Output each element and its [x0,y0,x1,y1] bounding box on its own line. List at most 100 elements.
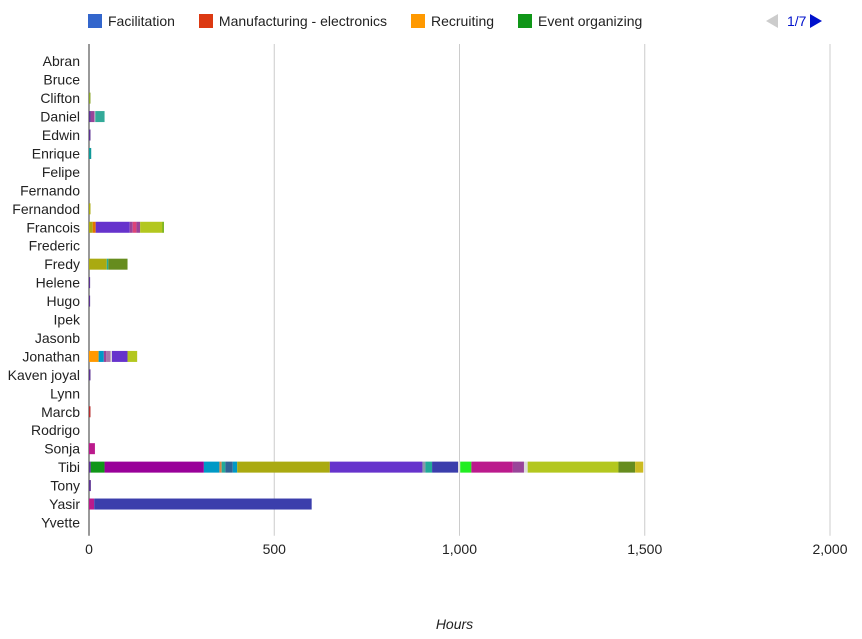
bar-segment [425,461,433,473]
bar-segment [232,461,238,473]
bar-segment [108,258,128,270]
bar-segment [203,461,220,473]
category-label: Sonja [44,441,80,457]
bar-segment [89,295,91,307]
category-label: Ipek [54,312,81,328]
legend-item[interactable]: Manufacturing - electronics [198,13,387,29]
previous-page-icon[interactable] [766,14,778,28]
category-label: Marcb [41,404,80,420]
bar-segment [127,350,138,362]
bar-segment [527,461,619,473]
bar-segment [221,461,226,473]
bar-segment [129,221,133,233]
legend-swatch [198,14,213,28]
bar-segment [329,461,423,473]
bar-segment [90,461,105,473]
legend-item[interactable]: Event organizing [518,13,642,29]
bar-segment [89,369,91,381]
chart-legend: Facilitation Manufacturing - electronics R… [88,10,666,32]
bar-segment [89,258,107,270]
x-tick-label: 2,000 [812,541,847,557]
bar-segment [89,221,93,233]
category-label: Helene [36,275,81,291]
category-label: Kaven joyal [8,367,80,383]
bar-segment [94,498,312,510]
bar-segment [471,461,513,473]
bar-segment [89,129,91,141]
legend-swatch [411,14,425,28]
x-axis-title: Hours [436,616,473,632]
legend-item[interactable]: Recruiting [411,13,494,29]
x-tick-label: 500 [263,541,287,557]
x-tick-label: 0 [85,541,93,557]
category-label: Francois [26,219,80,235]
bar-segment [458,461,461,473]
bar-segment [110,350,112,362]
category-label: Frederic [29,238,80,254]
category-label: Edwin [42,127,80,143]
legend-label: Facilitation [108,13,175,29]
bar-segment [106,350,111,362]
x-tick-label: 1,000 [442,541,477,557]
bar-segment [89,350,99,362]
legend-item[interactable]: Facilitation [88,13,175,29]
bar-segment [111,350,128,362]
category-label: Abran [43,53,80,69]
bar-segment [89,147,92,159]
category-label: Rodrigo [31,422,80,438]
bar-segment [219,461,222,473]
bar-segment [89,277,91,289]
category-label: Felipe [42,164,80,180]
legend-swatch [518,14,533,28]
bar-segment [140,221,163,233]
bar-segment [237,461,330,473]
bar-segment [106,258,109,270]
category-label: Jonathan [22,348,80,364]
category-label: Fernando [20,182,80,198]
bar-segment [89,498,95,510]
bar-segment [94,111,96,123]
bar-segment [432,461,459,473]
bar-segment [618,461,636,473]
category-label: Tibi [58,459,80,475]
bar-segment [89,111,91,123]
category-label: Jasonb [35,330,80,346]
bar-segment [162,221,164,233]
bar-segment [98,350,104,362]
bar-segment [89,461,91,473]
bar-segment [103,350,107,362]
bar-segment [90,111,95,123]
legend-label: Manufacturing - electronics [218,13,387,29]
bar-segment [89,443,95,455]
bar-segment [512,461,524,473]
legend-label: Recruiting [431,13,495,29]
category-label: Yvette [41,514,80,530]
bar-segment [460,461,472,473]
category-label: Daniel [40,109,80,125]
bar-segment [89,92,91,104]
bar-segment [136,221,141,233]
bar-segment [635,461,644,473]
bar-segment [89,203,91,215]
bar-segment [89,480,91,492]
legend-pager: 1/7 [766,10,823,32]
bar-segment [132,221,137,233]
bar-segment [95,111,105,123]
category-label: Fredy [44,256,80,272]
bar-segment [95,221,130,233]
bar-segment [92,221,96,233]
category-label: Clifton [40,90,80,106]
page-indicator: 1/7 [787,13,807,29]
bar-segment [422,461,426,473]
next-page-icon[interactable] [810,14,823,28]
category-label: Fernandod [12,201,80,217]
category-label: Hugo [47,293,81,309]
bar-segment [104,461,204,473]
x-tick-label: 1,500 [627,541,662,557]
category-label: Yasir [49,496,80,512]
legend-swatch [88,14,102,28]
category-label: Enrique [32,145,80,161]
category-label: Lynn [50,385,80,401]
legend-label: Event organizing [538,13,643,29]
